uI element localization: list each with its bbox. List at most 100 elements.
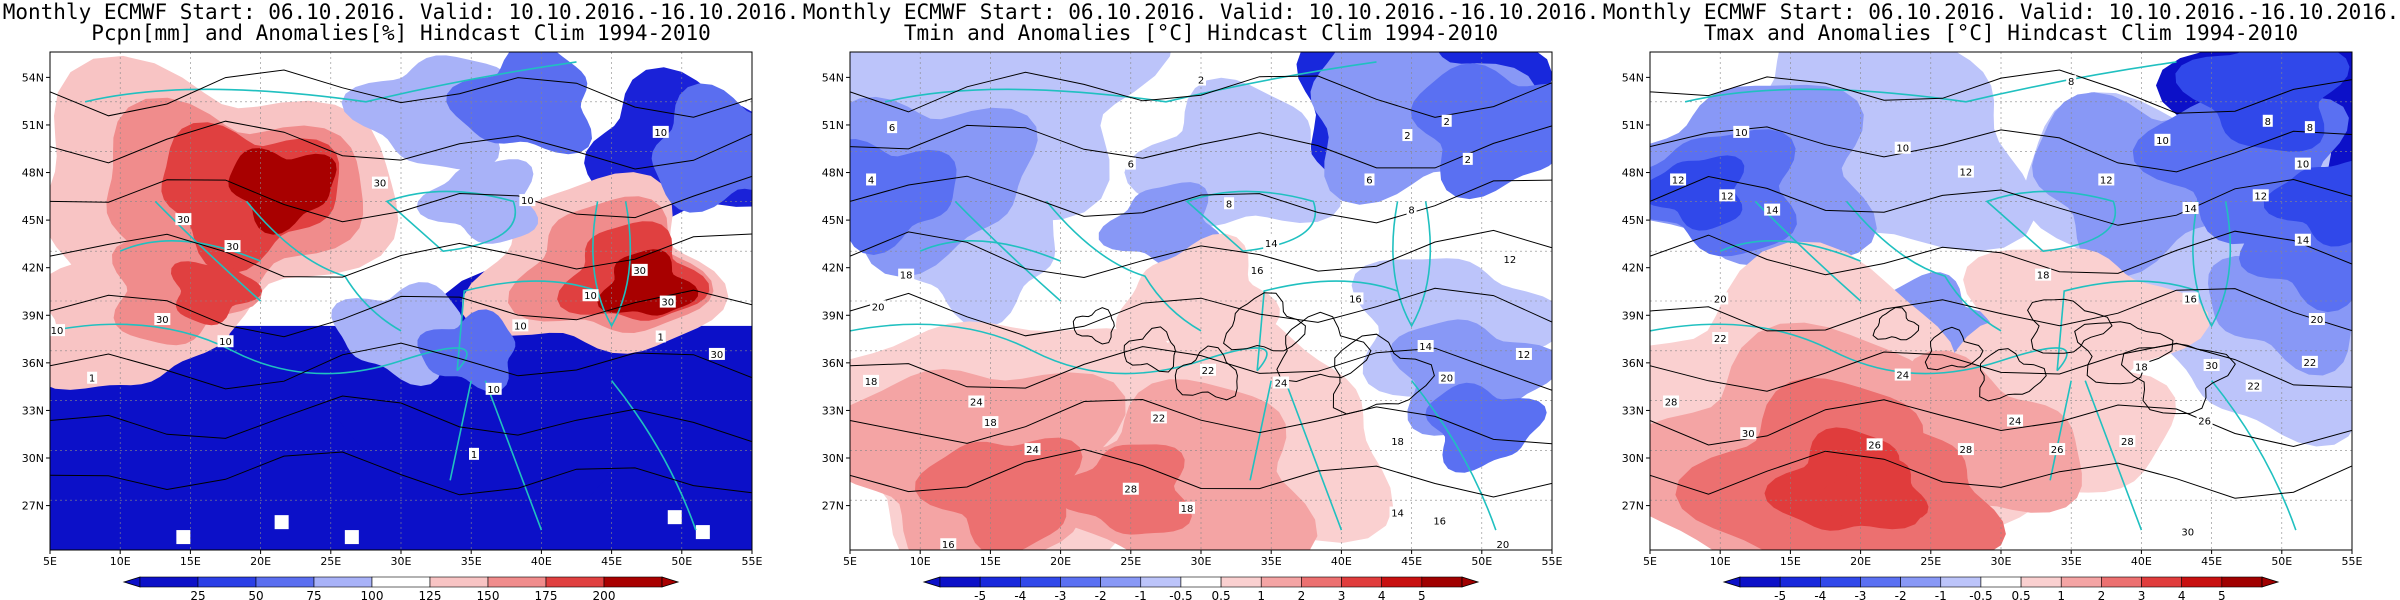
missing-data-cell xyxy=(667,510,682,525)
contour-line xyxy=(1276,311,1372,383)
lat-tick-label: 42N xyxy=(822,262,844,275)
colorbar-label: 75 xyxy=(306,589,321,600)
contour-line xyxy=(2120,343,2236,415)
colorbar-label: 0.5 xyxy=(2012,589,2031,600)
contour-label: 10 xyxy=(487,385,500,396)
panel-title-line1: Monthly ECMWF Start: 06.10.2016. Valid: … xyxy=(803,0,1600,24)
contour-label-bg xyxy=(968,395,985,408)
contour-label-bg xyxy=(2066,75,2077,88)
contour-label: 2 xyxy=(1198,76,1204,87)
colorbar-label: 1 xyxy=(1257,589,1265,600)
contour-label: 10 xyxy=(1735,128,1748,139)
contour-label-bg xyxy=(2252,189,2269,202)
contour-label-bg xyxy=(940,538,957,550)
missing-data-cell xyxy=(274,515,289,530)
coastline xyxy=(154,200,262,302)
contour-label: 12 xyxy=(1721,191,1734,202)
contour-label: 24 xyxy=(1896,371,1909,382)
colorbar-swatch xyxy=(603,576,663,588)
lon-tick-label: 5E xyxy=(1643,555,1657,568)
contour-line xyxy=(50,395,752,443)
contour-label-bg xyxy=(469,447,480,460)
contour-label-bg xyxy=(1712,332,1729,345)
lat-tick-label: 27N xyxy=(822,500,844,513)
contour-label: 16 xyxy=(1433,516,1446,527)
lat-tick-label: 36N xyxy=(22,357,44,370)
lon-tick-label: 45E xyxy=(1401,555,1422,568)
contour-label-bg xyxy=(1224,197,1235,210)
contour-label-bg xyxy=(1389,435,1406,448)
lon-tick-label: 5E xyxy=(843,555,857,568)
contour-label: 18 xyxy=(2037,271,2050,282)
coastline xyxy=(1256,280,1398,371)
anomaly-shading xyxy=(1053,444,1192,535)
contour-line xyxy=(850,229,1552,279)
colorbar-label: -2 xyxy=(1895,589,1907,600)
contour-label: 22 xyxy=(2247,382,2260,393)
coastline xyxy=(385,190,516,253)
contour-label-bg xyxy=(512,319,529,332)
contour-label-bg xyxy=(1122,482,1139,495)
lon-tick-label: 20E xyxy=(1850,555,1871,568)
coastline xyxy=(1985,190,2116,253)
coastline xyxy=(610,380,697,531)
colorbar-swatch xyxy=(1100,576,1142,588)
contour-label: 28 xyxy=(1665,398,1678,409)
lon-tick-label: 30E xyxy=(1991,555,2012,568)
lon-tick-label: 50E xyxy=(1471,555,1492,568)
colorbar-swatch xyxy=(939,576,981,588)
lat-tick-label: 48N xyxy=(22,167,44,180)
contour-label-bg xyxy=(1740,427,1757,440)
colorbar-label: 3 xyxy=(2138,589,2146,600)
contour-label-bg xyxy=(1273,376,1290,389)
missing-data-cell xyxy=(176,530,191,545)
coastline xyxy=(954,200,1062,302)
contour-label-bg xyxy=(175,213,192,226)
coastline xyxy=(2049,380,2143,531)
lat-tick-label: 30N xyxy=(1622,452,1644,465)
contour-line xyxy=(1872,306,1920,341)
lon-tick-label: 40E xyxy=(2131,555,2152,568)
contour-line xyxy=(850,346,1552,391)
contour-label-bg xyxy=(631,263,648,276)
contour-label-bg xyxy=(1441,114,1452,127)
panel-tmin: Monthly ECMWF Start: 06.10.2016. Valid: … xyxy=(803,0,1600,600)
colorbar-swatch xyxy=(255,576,315,588)
lon-tick-label: 20E xyxy=(250,555,271,568)
contour-label-bg xyxy=(2182,202,2199,215)
lon-tick-label: 10E xyxy=(910,555,931,568)
contour-label-bg xyxy=(863,374,880,387)
panel-title-line2: Tmin and Anomalies [°C] Hindcast Clim 19… xyxy=(904,21,1498,45)
lon-tick-label: 55E xyxy=(742,555,763,568)
colorbar-swatch xyxy=(1260,576,1302,588)
contour-label: 30 xyxy=(1742,429,1755,440)
colorbar: -5 -4 -3 -2 -1 -0.5 0.5 1 2 3 4 5 xyxy=(1722,576,2280,600)
coastline xyxy=(592,201,632,328)
lat-tick-label: 36N xyxy=(1622,357,1644,370)
contour-label-bg xyxy=(1249,263,1266,276)
lon-tick-label: 55E xyxy=(2342,555,2363,568)
lat-tick-label: 48N xyxy=(1622,167,1644,180)
contour-line xyxy=(1174,345,1238,401)
colorbar-label: -4 xyxy=(1014,589,1026,600)
contour-label-bg xyxy=(2196,414,2213,427)
contour-label: 12 xyxy=(2254,191,2267,202)
lon-tick-label: 25E xyxy=(1920,555,1941,568)
contour-label-bg xyxy=(1515,347,1532,360)
contour-label: 12 xyxy=(1504,255,1517,266)
contour-label-bg xyxy=(1733,125,1750,138)
panel-title-line1: Monthly ECMWF Start: 06.10.2016. Valid: … xyxy=(3,0,800,24)
contour-line xyxy=(850,124,1552,169)
contour-line xyxy=(50,342,752,390)
colorbar-label: 50 xyxy=(248,589,263,600)
contour-label: 1 xyxy=(471,450,477,461)
contour-label: 28 xyxy=(1124,485,1137,496)
contour-label-bg xyxy=(2049,443,2066,456)
colorbar-swatch xyxy=(1421,576,1463,588)
lon-tick-label: 30E xyxy=(391,555,412,568)
contour-label: 18 xyxy=(2135,363,2148,374)
contour-label-bg xyxy=(2203,359,2220,372)
contour-label: 16 xyxy=(2184,294,2197,305)
contour-line xyxy=(850,71,1552,118)
